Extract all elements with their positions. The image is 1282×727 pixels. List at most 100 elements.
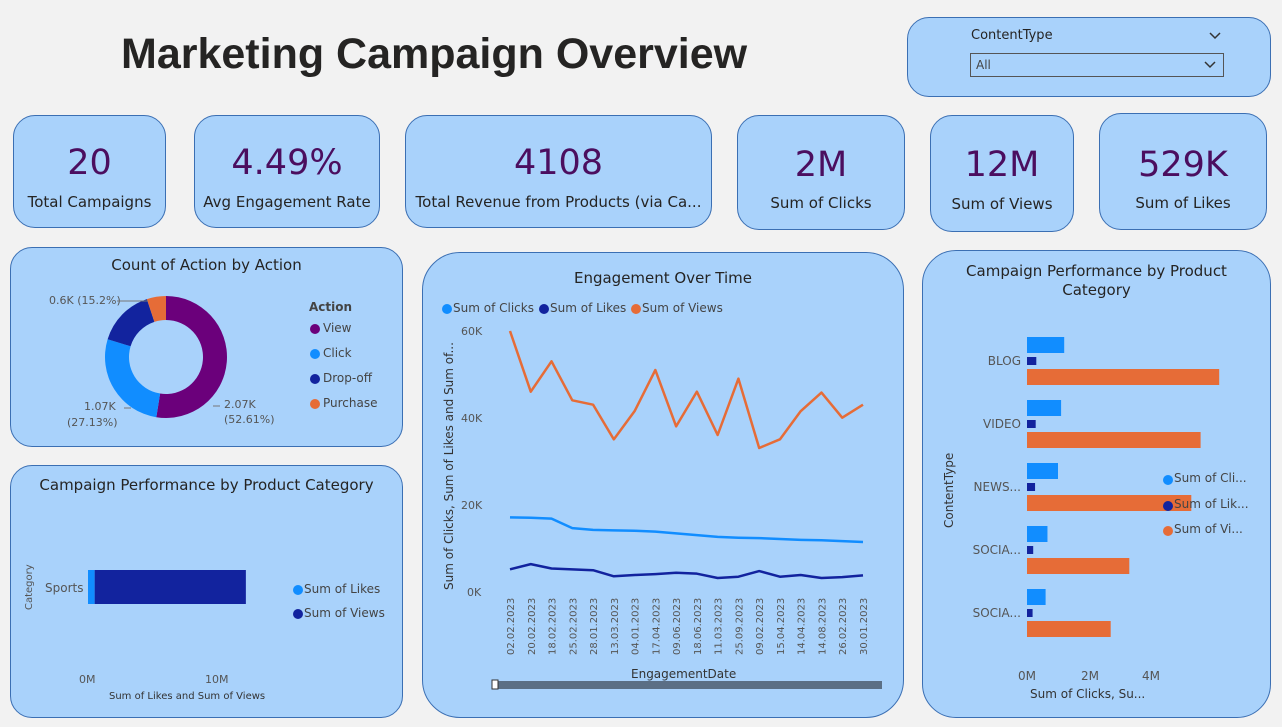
legend-item-dropoff[interactable]: Drop-off — [323, 371, 373, 385]
kpi-label: Sum of Views — [951, 195, 1053, 213]
legend-item-clicks[interactable]: Sum of Clicks — [453, 301, 534, 315]
legend-dot-views — [631, 304, 641, 314]
donut-chart[interactable]: 2.07K (52.61%) 1.07K (27.13%) 0.6K (15.2… — [11, 248, 401, 443]
chart-title: Campaign Performance by Product Category — [966, 262, 1227, 299]
legend-item-views[interactable]: Sum of Views — [304, 606, 385, 620]
x-tick-label: 17.04.2023 — [651, 598, 662, 655]
legend-dot-click — [310, 349, 320, 359]
legend-item-clicks[interactable]: Sum of Cli... — [1174, 471, 1247, 485]
category-label: SOCIA... — [973, 606, 1021, 620]
legend-item-purchase[interactable]: Purchase — [323, 396, 378, 410]
legend-item-likes[interactable]: Sum of Lik... — [1174, 497, 1249, 511]
bar-socia-1[interactable] — [1027, 546, 1034, 554]
kpi-label: Total Campaigns — [27, 193, 152, 211]
kpi-value: 2M — [794, 145, 848, 185]
legend-dot-view — [310, 324, 320, 334]
legend-dot-views — [293, 609, 303, 619]
bar-sum-of-likes[interactable] — [88, 570, 95, 604]
bar-news-1[interactable] — [1027, 483, 1036, 491]
slicer-dropdown[interactable]: All — [970, 53, 1224, 77]
category-bar-chart-card[interactable]: Campaign Performance by Product Category… — [10, 465, 403, 718]
legend-dot-likes — [293, 585, 303, 595]
bar-sum-of-views[interactable] — [94, 570, 246, 604]
legend-dot-purchase — [310, 399, 320, 409]
legend-item-views[interactable]: Sum of Vi... — [1174, 522, 1243, 536]
kpi-sum-of-clicks: 2M Sum of Clicks — [737, 115, 905, 230]
kpi-label: Avg Engagement Rate — [203, 193, 371, 211]
legend-item-views[interactable]: Sum of Views — [642, 301, 723, 315]
line-series-sum-of-views[interactable] — [508, 330, 864, 450]
legend-dot-likes — [539, 304, 549, 314]
category-label: Sports — [45, 581, 83, 595]
legend-item-click[interactable]: Click — [323, 346, 352, 360]
legend-dot-clicks — [442, 304, 452, 314]
x-tick-label: 09.02.2023 — [755, 598, 766, 655]
x-tick-label: 4M — [1142, 669, 1160, 683]
bar-socia-2[interactable] — [1027, 621, 1111, 637]
legend-item-view[interactable]: View — [323, 321, 352, 335]
x-tick-label: 20.02.2023 — [527, 598, 538, 655]
x-axis-title: EngagementDate — [631, 667, 736, 681]
chevron-down-icon[interactable] — [1208, 31, 1222, 41]
line-series-sum-of-likes[interactable] — [509, 562, 864, 580]
data-label-dropoff: 0.6K (15.2%) — [49, 294, 121, 307]
legend-item-likes[interactable]: Sum of Likes — [550, 301, 627, 315]
y-axis-title: Category — [24, 564, 35, 610]
x-tick-label: 09.06.2023 — [672, 598, 683, 655]
x-tick-label: 13.03.2023 — [610, 598, 621, 655]
kpi-total-campaigns: 20 Total Campaigns — [13, 115, 166, 228]
bar-socia-0[interactable] — [1027, 589, 1046, 605]
category-bar-chart[interactable]: Category Sports 0M 10M Sum of Likes and … — [11, 466, 401, 716]
bar-blog-1[interactable] — [1027, 357, 1037, 365]
x-tick-label: 26.02.2023 — [838, 598, 849, 655]
x-tick-label: 18.06.2023 — [693, 598, 704, 655]
legend-dot-dropoff — [310, 374, 320, 384]
bar-video-1[interactable] — [1027, 420, 1036, 428]
bar-news-2[interactable] — [1027, 495, 1192, 511]
content-type-slicer[interactable]: ContentType All — [907, 17, 1271, 97]
donut-slice-click[interactable] — [105, 339, 161, 418]
scroll-track[interactable] — [495, 681, 882, 689]
bar-blog-2[interactable] — [1027, 369, 1220, 385]
x-axis-title: Sum of Likes and Sum of Views — [109, 691, 265, 702]
chart-title: Count of Action by Action — [111, 256, 302, 274]
bar-blog-0[interactable] — [1027, 337, 1065, 353]
content-type-bar-chart[interactable]: ContentType BLOG VIDEO NEWS... SOCIA... SOCI… — [923, 251, 1269, 716]
line-series-sum-of-clicks[interactable] — [509, 516, 864, 544]
x-tick-label: 14.04.2023 — [797, 598, 808, 655]
legend-item-likes[interactable]: Sum of Likes — [304, 582, 381, 596]
data-label-click: 1.07K — [84, 400, 116, 413]
kpi-total-revenue: 4108 Total Revenue from Products (via Ca… — [405, 115, 712, 228]
kpi-value: 4108 — [513, 143, 604, 183]
legend-dot-likes — [1163, 501, 1173, 511]
x-tick-label: 0M — [79, 673, 96, 686]
bar-socia-0[interactable] — [1027, 526, 1048, 542]
x-axis-title: Sum of Clicks, Su... — [1030, 687, 1145, 701]
chevron-down-icon — [1204, 61, 1216, 69]
x-tick-label: 14.08.2023 — [817, 598, 828, 655]
kpi-label: Sum of Likes — [1135, 194, 1231, 212]
x-tick-label: 15.04.2023 — [776, 598, 787, 655]
scroll-handle[interactable] — [491, 679, 499, 690]
data-label-view-pct: (52.61%) — [224, 413, 275, 426]
kpi-avg-engagement-rate: 4.49% Avg Engagement Rate — [194, 115, 380, 228]
donut-slice-purchase[interactable] — [146, 296, 166, 322]
legend-dot-views — [1163, 526, 1173, 536]
donut-slice-view[interactable] — [156, 296, 228, 418]
legend-title: Action — [309, 300, 353, 314]
bar-socia-2[interactable] — [1027, 558, 1130, 574]
kpi-value: 20 — [67, 143, 112, 183]
kpi-value: 4.49% — [231, 143, 343, 183]
bar-video-2[interactable] — [1027, 432, 1201, 448]
engagement-line-chart[interactable]: Sum of Clicks, Sum of Likes and Sum of..… — [423, 253, 903, 713]
bar-socia-1[interactable] — [1027, 609, 1033, 617]
bar-news-0[interactable] — [1027, 463, 1058, 479]
content-type-bar-chart-card[interactable]: Campaign Performance by Product Category… — [922, 250, 1271, 718]
bar-video-0[interactable] — [1027, 400, 1062, 416]
donut-chart-card[interactable]: Count of Action by Action 2.07K (52.61%)… — [10, 247, 403, 447]
category-label: VIDEO — [983, 417, 1021, 431]
x-tick-label: 0M — [1018, 669, 1036, 683]
engagement-line-chart-card[interactable]: Engagement Over Time Sum of Clicks Sum o… — [422, 252, 904, 718]
x-tick-label: 2M — [1081, 669, 1099, 683]
donut-slice-drop-off[interactable] — [107, 299, 155, 347]
